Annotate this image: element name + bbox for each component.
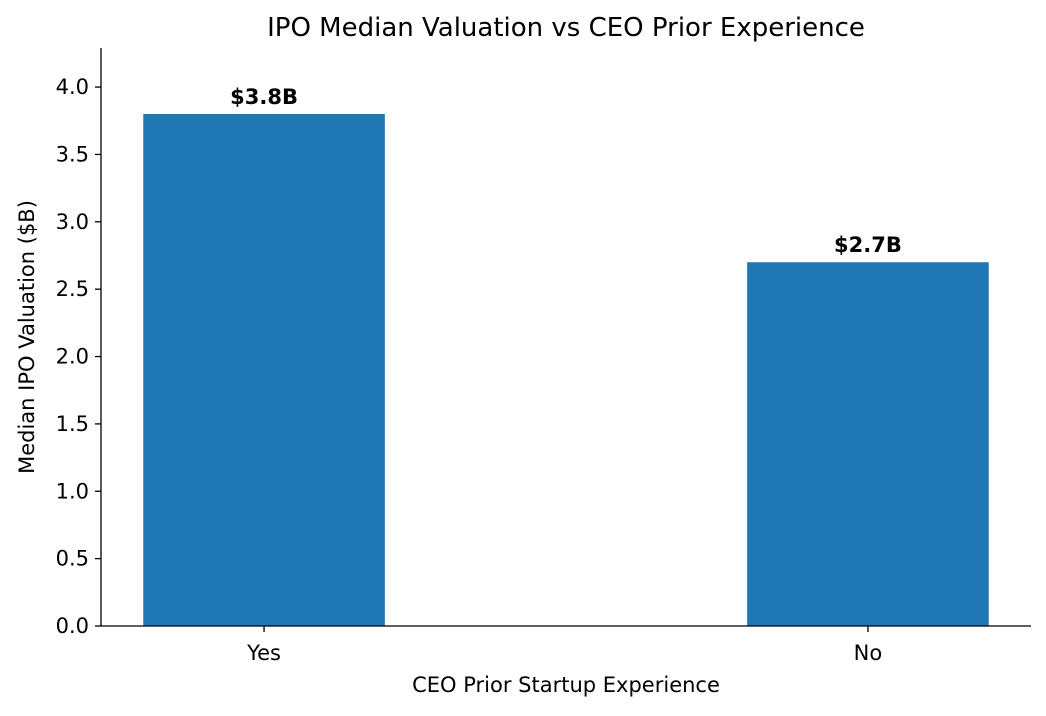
y-tick-label: 2.5	[56, 277, 89, 301]
x-tick-label: Yes	[246, 641, 281, 665]
y-tick-label: 1.0	[56, 479, 89, 503]
x-axis-label: CEO Prior Startup Experience	[412, 673, 720, 697]
y-tick-label: 0.0	[56, 614, 89, 638]
y-axis-label: Median IPO Valuation ($B)	[15, 200, 39, 474]
x-tick-label: No	[854, 641, 883, 665]
y-tick-label: 0.5	[56, 547, 89, 571]
y-tick-label: 1.5	[56, 412, 89, 436]
data-label: $3.8B	[230, 85, 298, 109]
data-label: $2.7B	[834, 233, 902, 257]
y-tick-label: 4.0	[56, 75, 89, 99]
y-tick-label: 3.5	[56, 142, 89, 166]
y-tick-label: 3.0	[56, 210, 89, 234]
bar-no	[747, 262, 989, 626]
y-tick-label: 2.0	[56, 345, 89, 369]
bar-yes	[143, 114, 385, 626]
chart-title: IPO Median Valuation vs CEO Prior Experi…	[267, 13, 865, 43]
